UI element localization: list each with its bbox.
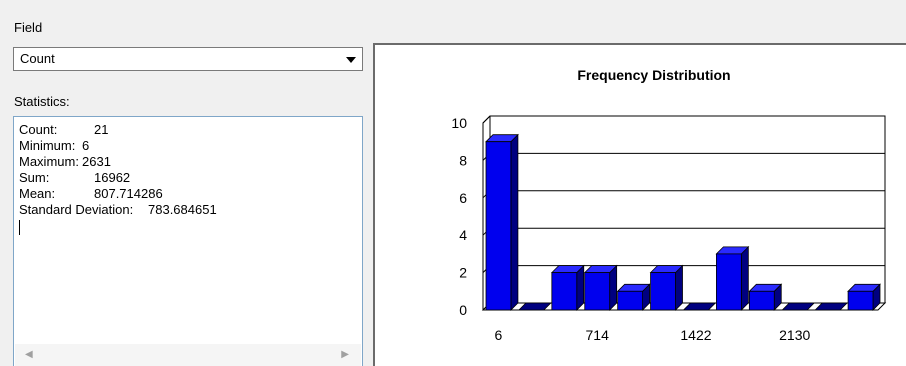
bar-zero	[781, 302, 816, 311]
bar-face	[650, 272, 676, 311]
chevron-down-icon[interactable]	[346, 57, 356, 63]
bar-face	[584, 272, 611, 311]
x-tick-label: 1422	[680, 327, 711, 343]
bar	[814, 302, 849, 311]
scroll-right-icon[interactable]: ▶	[341, 349, 349, 360]
bar	[583, 264, 618, 311]
scroll-left-icon[interactable]: ◀	[25, 349, 33, 360]
bar-face	[748, 290, 775, 311]
bar	[847, 283, 881, 311]
y-tick-label: 2	[459, 265, 467, 281]
bar-face	[485, 141, 512, 311]
bar	[649, 264, 684, 311]
chart-panel: Frequency Distribution 0 2 4 6 8 10 6 714 1422 213…	[373, 43, 906, 366]
bar	[517, 302, 552, 311]
stat-minimum-name: Minimum:	[19, 138, 76, 153]
bar-zero	[814, 302, 849, 311]
y-tick-label: 8	[459, 152, 467, 168]
bar	[682, 302, 717, 311]
stat-maximum-value: 2631	[82, 154, 111, 169]
bar-side	[576, 264, 585, 311]
bar	[781, 302, 816, 311]
bar-side	[675, 264, 683, 311]
stat-mean-value: 807.714286	[94, 186, 163, 201]
stat-minimum-value: 6	[82, 138, 90, 153]
bar-side	[510, 133, 519, 311]
bar-zero	[517, 302, 552, 311]
stat-maximum-name: Maximum:	[19, 154, 79, 169]
bar-face	[847, 290, 874, 311]
bar-face	[617, 290, 643, 311]
chart-title: Frequency Distribution	[577, 67, 730, 83]
stat-stddev-name: Standard Deviation:	[19, 202, 134, 217]
frequency-chart: Frequency Distribution 0 2 4 6 8 10 6 714 1422 213…	[451, 67, 887, 343]
y-tick-label: 6	[459, 190, 467, 206]
y-tick-label: 4	[459, 227, 467, 243]
stat-stddev-value: 783.684651	[148, 202, 217, 217]
stat-count-value: 21	[94, 122, 109, 137]
stat-count-name: Count:	[19, 122, 58, 137]
bar-face	[716, 253, 742, 311]
bar-face	[551, 272, 578, 311]
text-caret	[19, 220, 20, 235]
stat-sum-name: Sum:	[19, 170, 50, 185]
bar-side	[740, 245, 749, 311]
bar	[550, 264, 585, 311]
x-tick-label: 6	[495, 327, 503, 343]
bar	[748, 283, 783, 311]
statistics-textbox[interactable]: Count: 21 Minimum: 6 Maximum: 2631 Sum: …	[13, 116, 363, 366]
gridline-depth	[482, 115, 491, 124]
y-tick-label: 10	[451, 115, 467, 131]
x-tick-label: 714	[586, 327, 610, 343]
chart-frame	[482, 115, 886, 310]
bar	[715, 245, 750, 311]
bar	[616, 283, 651, 311]
x-tick-label: 2130	[779, 327, 810, 343]
stat-mean-name: Mean:	[19, 186, 56, 201]
horizontal-scrollbar[interactable]: ◀ ▶	[15, 344, 361, 366]
bar-zero	[682, 302, 717, 311]
field-label: Field	[14, 20, 43, 35]
statistics-label: Statistics:	[14, 94, 70, 109]
bar-side	[609, 264, 618, 311]
stat-sum-value: 16962	[94, 170, 131, 185]
y-tick-label: 0	[459, 302, 467, 318]
field-selected-value: Count	[20, 51, 55, 66]
field-dropdown[interactable]: Count	[13, 47, 363, 71]
bar	[485, 133, 519, 311]
